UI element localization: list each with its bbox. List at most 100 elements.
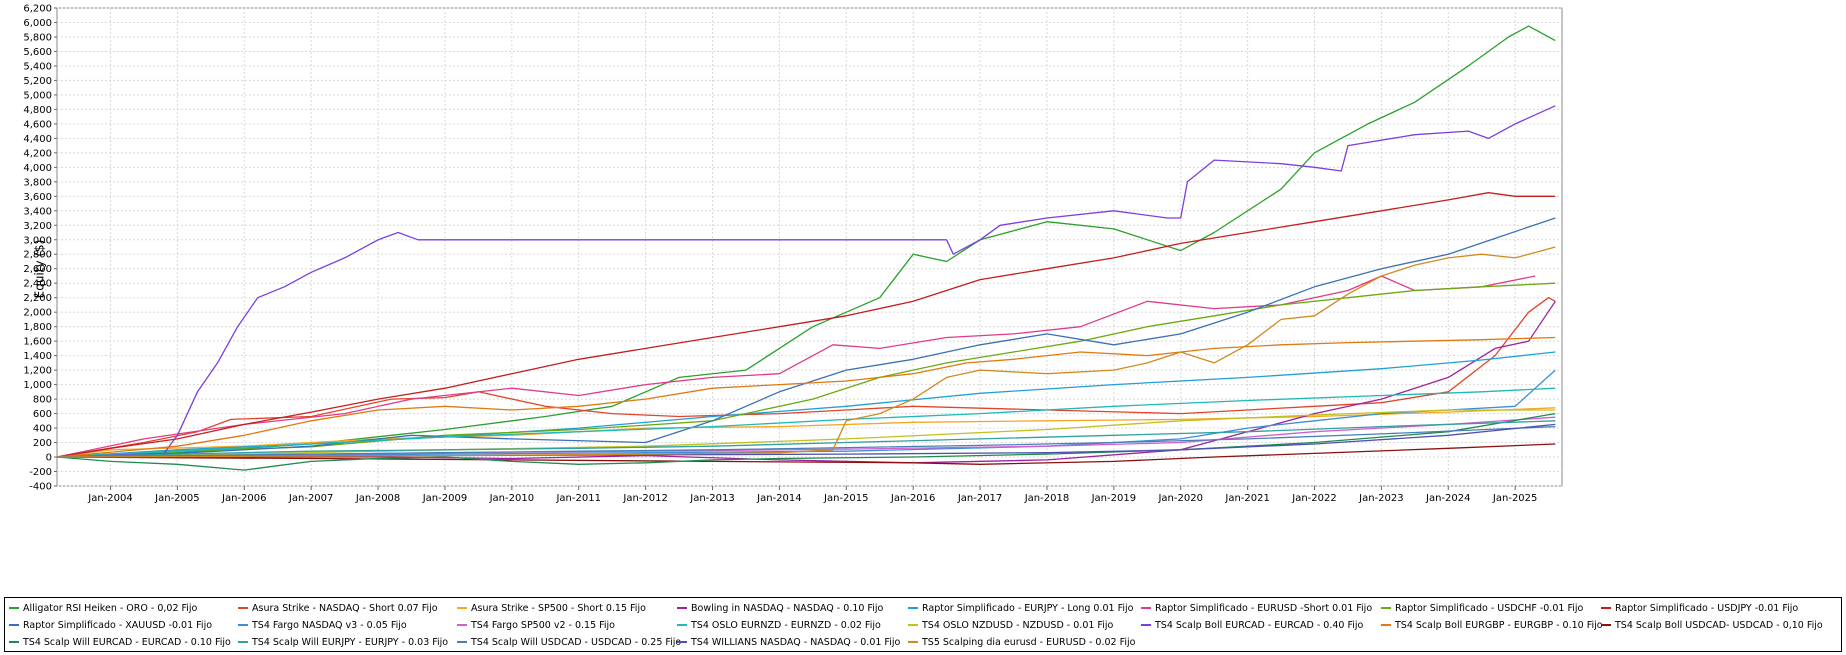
y-tick-label: 1,200 [23, 366, 52, 377]
legend-item: Raptor Simplificado - EURUSD -Short 0.01… [1141, 600, 1372, 616]
x-tick-label: Jan-2016 [890, 493, 935, 504]
series-line-13 [56, 105, 1556, 458]
y-axis-ticks: -400 -200 0 200 400 600 800 1,000 1,200 1,400 1,60… [23, 4, 57, 493]
y-tick-label: 4,000 [23, 163, 52, 174]
x-tick-label: Jan-2022 [1291, 493, 1336, 504]
legend-swatch [9, 624, 19, 626]
legend-item: TS4 Scalp Will EURJPY - EURJPY - 0.03 Fi… [238, 634, 448, 650]
legend-item: TS4 Scalp Will EURCAD - EURCAD - 0.10 Fi… [9, 634, 231, 650]
legend-item: TS4 Scalp Boll USDCAD- USDCAD - 0,10 Fij… [1601, 617, 1823, 633]
legend-label: TS4 Scalp Will EURJPY - EURJPY - 0.03 Fi… [252, 636, 449, 648]
y-tick-label: 1,400 [23, 351, 52, 362]
y-tick-label: 2,600 [23, 264, 52, 275]
y-tick-label: 600 [33, 409, 52, 420]
series-line-11 [56, 387, 1556, 458]
equity-chart: -400 -200 0 200 400 600 800 1,000 1,200 1,400 1,60… [23, 4, 1563, 504]
legend: Alligator RSI Heiken - ORO - 0,02 Fijo As… [4, 597, 1842, 652]
x-tick-label: Jan-2013 [689, 493, 734, 504]
legend-swatch [908, 607, 918, 609]
legend-item: TS4 WILLIANS NASDAQ - NASDAQ - 0.01 Fijo [677, 634, 900, 650]
series-line-15 [56, 443, 1556, 465]
y-tick-label: 4,400 [23, 134, 52, 145]
y-tick-label: 1,600 [23, 337, 52, 348]
series-line-2 [56, 407, 1556, 458]
legend-item: Raptor Simplificado - USDJPY -0.01 Fijo [1601, 600, 1798, 616]
x-tick-label: Jan-2017 [957, 493, 1002, 504]
x-tick-label: Jan-2008 [355, 493, 400, 504]
legend-swatch [908, 624, 918, 626]
legend-swatch [1381, 607, 1391, 609]
y-tick-label: 2,800 [23, 250, 52, 261]
y-tick-label: 3,800 [23, 177, 52, 188]
y-tick-label: 4,600 [23, 119, 52, 130]
legend-item: TS4 Fargo SP500 v2 - 0.15 Fijo [457, 617, 615, 633]
legend-item: Alligator RSI Heiken - ORO - 0,02 Fijo [9, 600, 197, 616]
y-tick-label: 6,200 [23, 4, 52, 15]
legend-swatch [9, 641, 19, 643]
y-tick-label: 800 [33, 395, 52, 406]
legend-item: TS4 Scalp Boll EURGBP - EURGBP - 0.10 Fi… [1381, 617, 1603, 633]
legend-swatch [9, 607, 19, 609]
legend-swatch [677, 641, 687, 643]
x-tick-label: Jan-2006 [221, 493, 266, 504]
y-tick-label: 3,200 [23, 221, 52, 232]
legend-label: TS4 Fargo NASDAQ v3 - 0.05 Fijo [252, 619, 407, 631]
series-line-14 [56, 336, 1556, 458]
y-tick-label: 2,200 [23, 293, 52, 304]
legend-label: Raptor Simplificado - EURJPY - Long 0.01… [922, 602, 1134, 614]
y-tick-label: 200 [33, 438, 52, 449]
legend-label: TS4 Scalp Boll USDCAD- USDCAD - 0,10 Fij… [1615, 619, 1823, 631]
legend-label: Asura Strike - SP500 - Short 0.15 Fijo [471, 602, 646, 614]
y-tick-label: 6,000 [23, 18, 52, 29]
series-line-1 [56, 297, 1556, 458]
y-tick-label: 3,600 [23, 192, 52, 203]
legend-item: TS4 OSLO EURNZD - EURNZD - 0.02 Fijo [677, 617, 881, 633]
x-tick-label: Jan-2023 [1358, 493, 1403, 504]
y-tick-label: 2,400 [23, 279, 52, 290]
series-line-20 [56, 246, 1556, 458]
x-tick-label: Jan-2021 [1224, 493, 1269, 504]
y-tick-label: 5,400 [23, 61, 52, 72]
legend-label: TS4 Scalp Boll EURCAD - EURCAD - 0.40 Fi… [1155, 619, 1364, 631]
legend-swatch [238, 624, 248, 626]
legend-swatch [457, 624, 467, 626]
legend-label: TS4 Fargo SP500 v2 - 0.15 Fijo [471, 619, 615, 631]
legend-swatch [908, 641, 918, 643]
y-tick-label: 1,000 [23, 380, 52, 391]
x-tick-label: Jan-2010 [489, 493, 534, 504]
legend-label: Raptor Simplificado - EURUSD -Short 0.01… [1155, 602, 1373, 614]
y-tick-label: 1,800 [23, 322, 52, 333]
series-line-8 [56, 217, 1556, 458]
series-line-7 [56, 192, 1556, 458]
legend-label: Alligator RSI Heiken - ORO - 0,02 Fijo [23, 602, 198, 614]
y-tick-label: 4,200 [23, 148, 52, 159]
y-tick-label: 5,600 [23, 47, 52, 58]
x-tick-label: Jan-2015 [823, 493, 868, 504]
y-tick-label: 2,000 [23, 308, 52, 319]
legend-item: TS4 OSLO NZDUSD - NZDUSD - 0.01 Fijo [908, 617, 1113, 633]
legend-label: TS4 Scalp Will EURCAD - EURCAD - 0.10 Fi… [23, 636, 231, 648]
legend-swatch [238, 641, 248, 643]
legend-swatch [1381, 624, 1391, 626]
legend-label: TS4 WILLIANS NASDAQ - NASDAQ - 0.01 Fijo [691, 636, 901, 648]
legend-swatch [457, 607, 467, 609]
legend-item: TS4 Scalp Boll EURCAD - EURCAD - 0.40 Fi… [1141, 617, 1363, 633]
x-axis-ticks: Jan-2004 Jan-2005 Jan-2006 Jan-2007 Jan-2008… [87, 486, 1537, 504]
x-tick-label: Jan-2012 [622, 493, 667, 504]
x-tick-label: Jan-2018 [1024, 493, 1069, 504]
y-tick-label: -400 [29, 482, 52, 493]
x-tick-label: Jan-2020 [1157, 493, 1202, 504]
x-tick-label: Jan-2014 [756, 493, 801, 504]
legend-label: TS4 OSLO EURNZD - EURNZD - 0.02 Fijo [691, 619, 881, 631]
y-tick-label: 0 [46, 453, 52, 464]
legend-label: TS4 Scalp Boll EURGBP - EURGBP - 0.10 Fi… [1395, 619, 1603, 631]
legend-item: Asura Strike - NASDAQ - Short 0.07 Fijo [238, 600, 438, 616]
legend-item: Raptor Simplificado - EURJPY - Long 0.01… [908, 600, 1133, 616]
x-tick-label: Jan-2007 [288, 493, 333, 504]
legend-swatch [1601, 624, 1611, 626]
legend-swatch [677, 624, 687, 626]
y-tick-label: -200 [29, 467, 52, 478]
legend-label: Raptor Simplificado - XAUUSD -0.01 Fijo [23, 619, 213, 631]
legend-item: TS4 Scalp Will USDCAD - USDCAD - 0.25 Fi… [457, 634, 681, 650]
legend-item: Asura Strike - SP500 - Short 0.15 Fijo [457, 600, 646, 616]
